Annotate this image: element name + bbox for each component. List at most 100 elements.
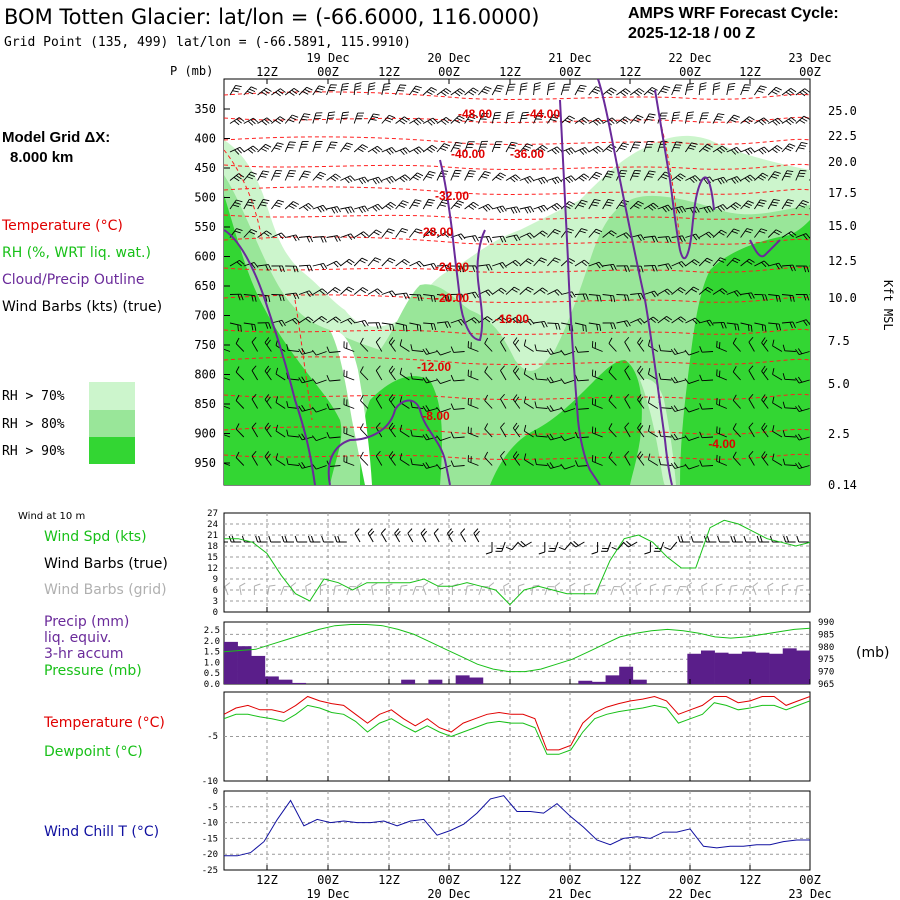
wind-barb (388, 365, 396, 381)
wind-barb (409, 294, 423, 302)
wind-barb (602, 170, 615, 181)
wind-barb (243, 117, 259, 126)
wind-barb (534, 458, 548, 466)
wind-barb (560, 463, 576, 470)
wind-barb (271, 294, 285, 302)
wind-barb (726, 257, 741, 267)
wind-barb (649, 583, 657, 595)
wind-barb (716, 454, 727, 466)
wind-barb (359, 366, 369, 381)
wind-barb (478, 236, 493, 243)
wind-barb (311, 378, 327, 385)
wind-barb (684, 378, 700, 384)
wind-barb (257, 143, 272, 153)
wind-barb (716, 369, 727, 381)
wind-barb (754, 322, 767, 332)
wind-barb (782, 458, 796, 466)
y-tick-label: 990 (818, 618, 834, 628)
wind-barb (519, 175, 535, 184)
wind-barb (752, 582, 759, 596)
wind-barb (464, 113, 477, 124)
precip-bar (428, 679, 443, 684)
precip-bar (782, 648, 797, 684)
windchill-series (224, 795, 810, 857)
wind-barb (546, 405, 562, 412)
wind-barb (500, 450, 507, 466)
wind-barb (610, 586, 621, 596)
wind-barb (235, 423, 245, 438)
date-label: 20 Dec (427, 887, 470, 900)
wind-barb (699, 205, 714, 214)
wind-barb (381, 322, 395, 331)
wind-barb (423, 322, 437, 331)
wind-barb (464, 201, 479, 210)
wind-barb (523, 453, 534, 466)
wind-barb (629, 169, 641, 181)
wind-barb (340, 142, 353, 153)
wind-barb (407, 528, 414, 543)
forecast-cycle-label: AMPS WRF Forecast Cycle: (628, 5, 839, 22)
wind-barb (602, 294, 616, 303)
y-tick-label: 15 (207, 553, 218, 563)
wind-barb (359, 451, 369, 466)
wind-barb (334, 535, 347, 543)
wind-barb (229, 322, 242, 332)
date-label: 19 Dec (306, 887, 349, 900)
date-label: 22 Dec (668, 887, 711, 900)
wind-barb (298, 348, 313, 355)
wind-barb (588, 261, 604, 269)
height-tick-label: 2.5 (828, 427, 850, 441)
temperature-contour-label: -28.00 (419, 225, 453, 239)
height-ticks: 25.0 22.5 20.0 17.5 15.0 12.5 10.0 7.5 5.0 2.5 0.1… (828, 104, 857, 492)
wind-barb (312, 262, 328, 270)
wind-barb (286, 429, 300, 438)
temperature-contour-label: -20.00 (435, 291, 469, 305)
wind-barb (343, 369, 355, 381)
wind-barb (235, 337, 245, 352)
wind-barb (768, 262, 783, 270)
wind-barb (772, 339, 783, 352)
wind-barb (533, 257, 547, 267)
wind-barb (698, 257, 713, 267)
wind-barb (677, 535, 690, 543)
wind-barb (484, 394, 493, 409)
wind-barb (781, 170, 794, 181)
wind-barb (478, 264, 493, 271)
wind-barb (795, 115, 810, 124)
surface-wind-barbs (224, 528, 809, 555)
precip-bar (728, 653, 743, 684)
wind-barb (808, 590, 810, 596)
wind-barb (740, 258, 755, 267)
precip-bar (292, 682, 307, 684)
legend-cloud: Cloud/Precip Outline (2, 272, 145, 288)
temperature-contour-label: -8.00 (422, 409, 450, 423)
wind-barb (340, 258, 355, 267)
wind-barb (286, 458, 300, 466)
temperature-panel-grid (224, 692, 810, 781)
wind-barb (224, 582, 231, 596)
wind-barb (729, 584, 738, 596)
wind-barb (684, 406, 700, 413)
y-tick-label: 21 (207, 531, 218, 541)
wind-barb (699, 403, 714, 410)
wind-barb (375, 393, 383, 409)
wind-barb (795, 433, 810, 441)
cloud-outlines (224, 79, 781, 485)
wind-barb (685, 259, 700, 267)
wind-barb (436, 406, 451, 413)
wind-barb (781, 231, 797, 238)
wind-barb (643, 202, 659, 211)
wind-barb (326, 287, 341, 295)
wind-barb (574, 374, 589, 382)
wind-barb (716, 397, 727, 409)
precip-bar (796, 650, 810, 684)
wind-barb (748, 450, 755, 466)
wind-barb (611, 541, 625, 551)
wind-barb (298, 86, 313, 96)
wind-barb (716, 426, 727, 438)
wind-barb (409, 199, 422, 210)
wind-barb (395, 116, 410, 125)
rh90-region-2 (360, 376, 442, 485)
wind-barb (409, 146, 425, 155)
